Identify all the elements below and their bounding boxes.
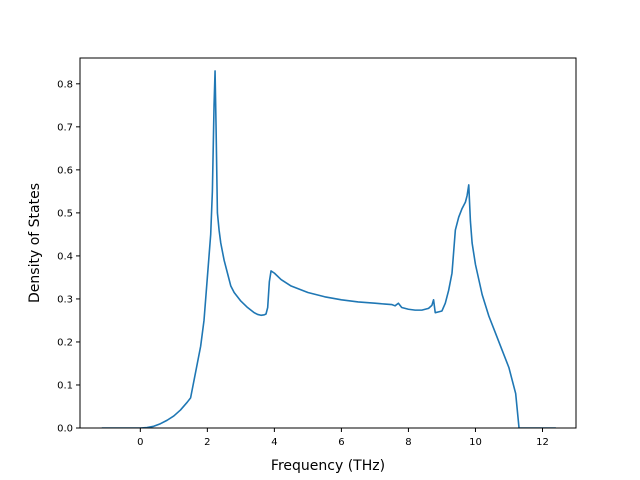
x-tick-label: 10 [469,437,482,448]
y-axis-label: Density of States [27,183,43,303]
dos-series-line [101,70,556,428]
x-tick-label: 0 [137,437,143,448]
plot-area [101,70,556,428]
axis-ticks: 0 2 4 6 8 10 12 0.0 0.1 0.2 0.3 0.4 0.5 0.6 0.7 0.8 [57,79,549,448]
y-tick-label: 0.4 [57,251,73,262]
y-tick-label: 0.5 [57,208,73,219]
axes-frame [79,57,577,429]
y-tick-label: 0.6 [57,165,73,176]
y-tick-label: 0.8 [57,79,73,90]
x-tick-label: 6 [338,437,344,448]
y-tick-label: 0.0 [57,424,73,435]
y-tick-label: 0.1 [57,380,73,391]
y-tick-label: 0.2 [57,337,73,348]
y-tick-label: 0.3 [57,294,73,305]
x-tick-label: 4 [271,437,277,448]
x-tick-label: 2 [204,437,210,448]
x-tick-label: 12 [536,437,549,448]
y-tick-label: 0.7 [57,122,73,133]
x-axis-label: Frequency (THz) [271,458,385,474]
x-tick-label: 8 [405,437,411,448]
